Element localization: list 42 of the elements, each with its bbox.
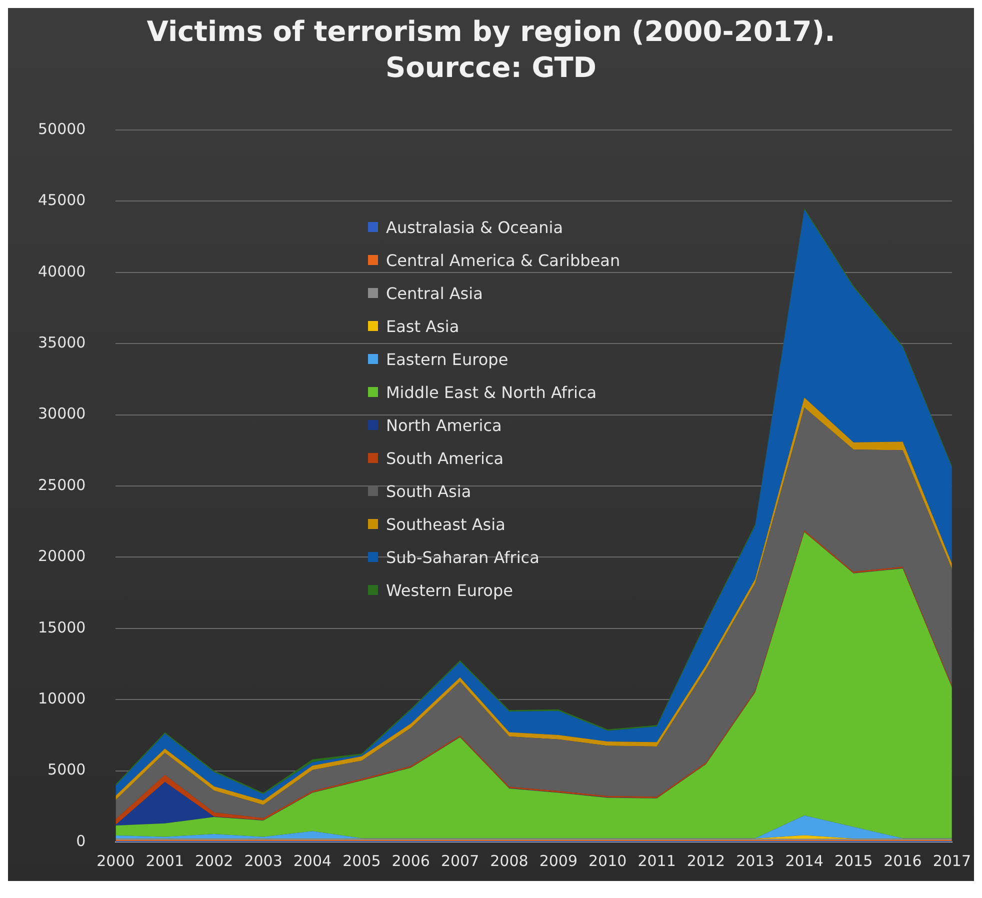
x-tick-label: 2014 (785, 852, 824, 870)
legend-label: South Asia (386, 482, 472, 501)
y-tick-label: 15000 (38, 618, 86, 636)
legend-label: East Asia (386, 316, 460, 336)
legend-label: Central America & Caribbean (386, 250, 620, 270)
x-tick-label: 2005 (342, 852, 381, 870)
x-tick-label: 2013 (736, 852, 774, 870)
x-tick-label: 2016 (884, 852, 922, 870)
legend-label: Sub-Saharan Africa (386, 548, 540, 567)
y-tick-label: 40000 (38, 262, 86, 280)
legend-label: North America (386, 416, 502, 435)
chart-title: Victims of terrorism by region (2000-2017). Sourcce: GTD (146, 14, 836, 86)
x-tick-label: 2011 (638, 852, 676, 870)
x-tick-label: 2017 (932, 852, 972, 870)
y-tick-label: 25000 (38, 476, 86, 494)
legend-label: Australasia & Oceania (386, 218, 563, 237)
y-tick-label: 20000 (38, 546, 86, 565)
x-tick-label: 2004 (293, 852, 332, 870)
x-tick-label: 2015 (834, 852, 873, 870)
y-tick-label: 5000 (48, 760, 86, 778)
y-tick-label: 10000 (38, 689, 86, 708)
x-tick-label: 2000 (96, 852, 135, 870)
x-tick-label: 2003 (244, 852, 282, 870)
x-tick-label: 2006 (392, 852, 430, 870)
legend-label: Middle East & North Africa (386, 382, 597, 402)
x-tick-label: 2012 (686, 852, 726, 870)
legend-label: Eastern Europe (386, 350, 508, 369)
y-tick-label: 50000 (38, 120, 86, 138)
y-tick-label: 30000 (38, 404, 86, 422)
x-tick-label: 2007 (440, 852, 480, 870)
legend-label: South America (386, 448, 504, 468)
y-tick-label: 35000 (38, 333, 86, 352)
x-tick-label: 2009 (539, 852, 578, 870)
legend-label: Western Europe (386, 580, 513, 600)
y-tick-label: 45000 (38, 190, 86, 209)
x-tick-label: 2008 (490, 852, 528, 870)
x-tick-label: 2002 (195, 852, 234, 870)
y-tick-label: 0 (76, 832, 86, 850)
legend-label: Southeast Asia (386, 514, 506, 534)
x-tick-label: 2001 (146, 852, 184, 870)
legend-label: Central Asia (386, 284, 483, 303)
x-tick-label: 2010 (588, 852, 627, 870)
